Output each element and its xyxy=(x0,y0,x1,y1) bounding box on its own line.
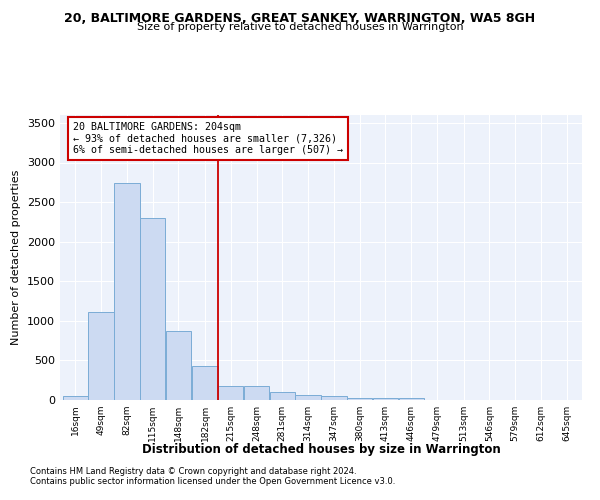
Bar xyxy=(398,398,424,400)
Bar xyxy=(88,312,114,400)
Bar xyxy=(140,218,165,400)
Bar xyxy=(321,396,347,400)
Text: 20 BALTIMORE GARDENS: 204sqm
← 93% of detached houses are smaller (7,326)
6% of : 20 BALTIMORE GARDENS: 204sqm ← 93% of de… xyxy=(73,122,343,156)
Bar xyxy=(244,386,269,400)
Bar xyxy=(347,398,373,400)
Text: Size of property relative to detached houses in Warrington: Size of property relative to detached ho… xyxy=(137,22,463,32)
Bar xyxy=(166,330,191,400)
Bar xyxy=(62,396,88,400)
Text: Distribution of detached houses by size in Warrington: Distribution of detached houses by size … xyxy=(142,442,500,456)
Text: Contains public sector information licensed under the Open Government Licence v3: Contains public sector information licen… xyxy=(30,477,395,486)
Bar xyxy=(218,386,244,400)
Bar xyxy=(114,183,140,400)
Text: Contains HM Land Registry data © Crown copyright and database right 2024.: Contains HM Land Registry data © Crown c… xyxy=(30,467,356,476)
Bar xyxy=(192,366,218,400)
Bar xyxy=(373,398,398,400)
Text: 20, BALTIMORE GARDENS, GREAT SANKEY, WARRINGTON, WA5 8GH: 20, BALTIMORE GARDENS, GREAT SANKEY, WAR… xyxy=(64,12,536,26)
Bar xyxy=(269,392,295,400)
Bar xyxy=(295,395,321,400)
Y-axis label: Number of detached properties: Number of detached properties xyxy=(11,170,22,345)
